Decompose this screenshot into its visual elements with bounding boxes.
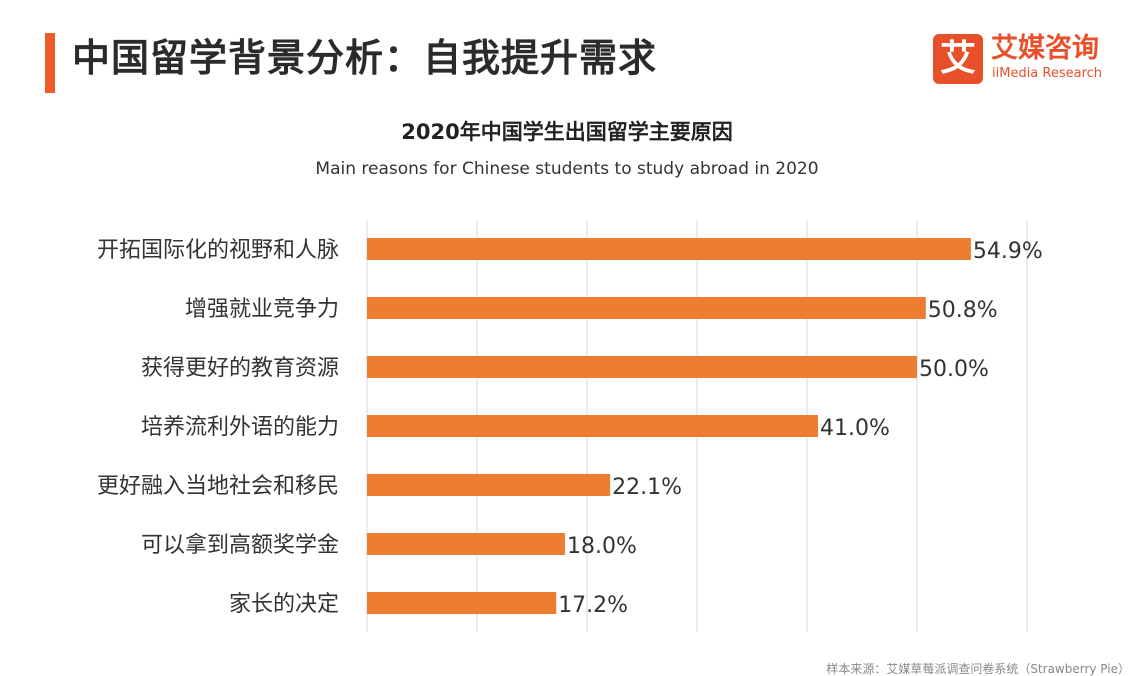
category-label: 更好融入当地社会和移民 (97, 474, 339, 499)
chart-subtitle: Main reasons for Chinese students to stu… (315, 159, 819, 179)
data-label: 50.8% (928, 298, 998, 323)
bar (367, 415, 818, 437)
title-accent-bar (45, 33, 55, 93)
category-label: 获得更好的教育资源 (141, 356, 339, 381)
logo-name-en: iiMedia Research (992, 66, 1103, 81)
logo-name-cn: 艾媒咨询 (991, 33, 1099, 64)
bar (367, 238, 971, 260)
data-label: 18.0% (567, 534, 637, 559)
data-label: 41.0% (820, 416, 890, 441)
logo: 艾 艾媒咨询 iiMedia Research (933, 33, 1123, 86)
page-title: 中国留学背景分析：自我提升需求 (72, 36, 658, 80)
bar (367, 592, 557, 614)
bar (367, 297, 926, 319)
data-label: 50.0% (919, 357, 989, 382)
bar (367, 533, 565, 555)
category-label: 增强就业竞争力 (185, 297, 339, 322)
bar (367, 356, 917, 378)
category-label: 家长的决定 (229, 592, 339, 617)
category-label: 培养流利外语的能力 (141, 415, 339, 440)
data-label: 54.9% (973, 239, 1043, 264)
logo-mark: 艾 (933, 34, 983, 84)
bar (367, 474, 611, 496)
category-label: 可以拿到高额奖学金 (141, 532, 339, 558)
source-note: 样本来源：艾媒草莓派调查问卷系统（Strawberry Pie） (826, 662, 1130, 676)
data-label: 22.1% (612, 475, 682, 500)
category-label: 开拓国际化的视野和人脉 (97, 238, 339, 263)
data-label: 17.2% (558, 593, 628, 618)
chart-title: 2020年中国学生出国留学主要原因 (401, 120, 733, 144)
